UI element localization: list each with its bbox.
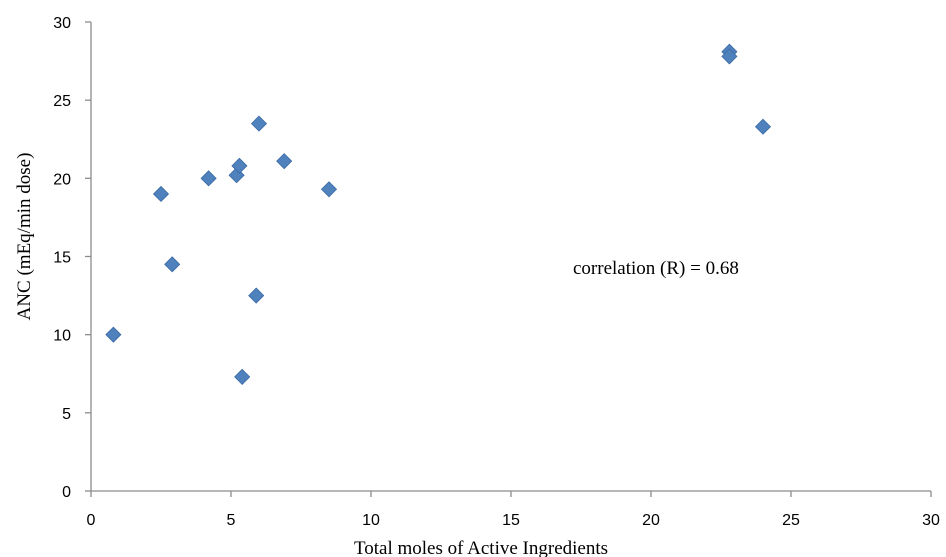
- y-tick-label: 20: [53, 171, 71, 188]
- data-point-diamond: [276, 153, 293, 170]
- y-tick-label: 10: [53, 328, 71, 345]
- correlation-annotation: correlation (R) = 0.68: [573, 258, 739, 279]
- y-tick-label: 0: [62, 484, 71, 501]
- tick-labels: 0 5 10 15 20 25 30 0 5 10 15 20 25 30: [53, 15, 940, 529]
- data-point-diamond: [105, 326, 122, 343]
- x-tick-label: 0: [87, 512, 96, 529]
- x-axis-title: Total moles of Active Ingredients: [354, 538, 608, 557]
- tick-marks: [85, 21, 932, 497]
- axes: [90, 22, 931, 492]
- x-tick-label: 10: [362, 512, 380, 529]
- data-point-diamond: [200, 170, 217, 187]
- x-tick-label: 5: [227, 512, 236, 529]
- data-point-diamond: [234, 368, 251, 385]
- data-point-diamond: [320, 181, 338, 198]
- data-point-diamond: [250, 115, 268, 132]
- y-tick-label: 30: [53, 15, 71, 32]
- data-point-diamond: [231, 157, 248, 174]
- data-point-diamond: [754, 118, 772, 135]
- x-tick-label: 15: [502, 512, 520, 529]
- data-point-diamond: [164, 256, 181, 273]
- y-tick-label: 15: [53, 250, 71, 267]
- data-point-diamond: [248, 287, 265, 304]
- y-axis-title: ANC (mEq/min dose): [14, 153, 35, 321]
- data-point-diamond: [152, 185, 170, 203]
- data-points: [105, 43, 772, 385]
- x-tick-label: 20: [642, 512, 660, 529]
- y-tick-label: 5: [62, 406, 71, 423]
- y-tick-label: 25: [53, 93, 71, 110]
- x-tick-label: 25: [782, 512, 800, 529]
- data-point-diamond: [721, 48, 738, 65]
- x-tick-label: 30: [922, 512, 940, 529]
